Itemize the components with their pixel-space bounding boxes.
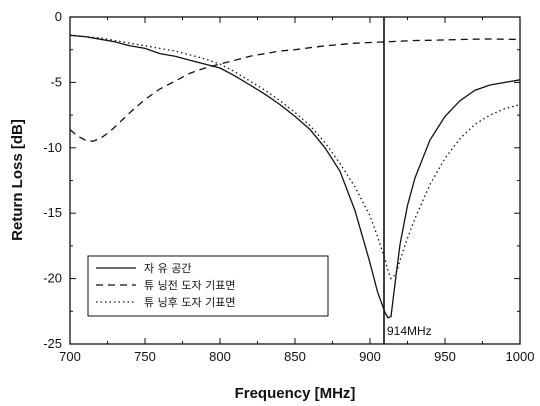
- x-tick-label: 750: [134, 349, 156, 364]
- axis-ticks: 700 750 800 850 900 950 1000 0 -5 -10 -15 -20 -25: [43, 9, 534, 364]
- x-axis-label: Frequency [MHz]: [235, 385, 356, 402]
- legend-label-2: 튜 닝후 도자 기표면: [144, 296, 235, 309]
- series-layer: 914MHz: [69, 17, 521, 344]
- y-tick-label: -10: [43, 140, 62, 155]
- series-line-0: [69, 34, 521, 319]
- x-tick-label: 1000: [506, 349, 535, 364]
- series-line-1: [69, 38, 521, 142]
- y-tick-label: -20: [43, 271, 62, 286]
- x-tick-label: 800: [209, 349, 231, 364]
- y-tick-label: -25: [43, 336, 62, 351]
- legend-label-0: 자 유 공간: [144, 262, 191, 275]
- series-line-2: [69, 34, 521, 280]
- x-tick-label: 900: [359, 349, 381, 364]
- y-tick-label: 0: [55, 9, 62, 24]
- x-tick-label: 950: [434, 349, 456, 364]
- y-tick-label: -5: [50, 74, 62, 89]
- x-tick-label: 700: [59, 349, 81, 364]
- legend-box: [87, 255, 329, 317]
- legend-label-1: 튜 닝전 도자 기표면: [144, 279, 235, 292]
- y-tick-label: -15: [43, 205, 62, 220]
- frequency-marker-label: 914MHz: [387, 324, 432, 338]
- x-tick-label: 850: [284, 349, 306, 364]
- y-axis-label: Return Loss [dB]: [9, 119, 26, 241]
